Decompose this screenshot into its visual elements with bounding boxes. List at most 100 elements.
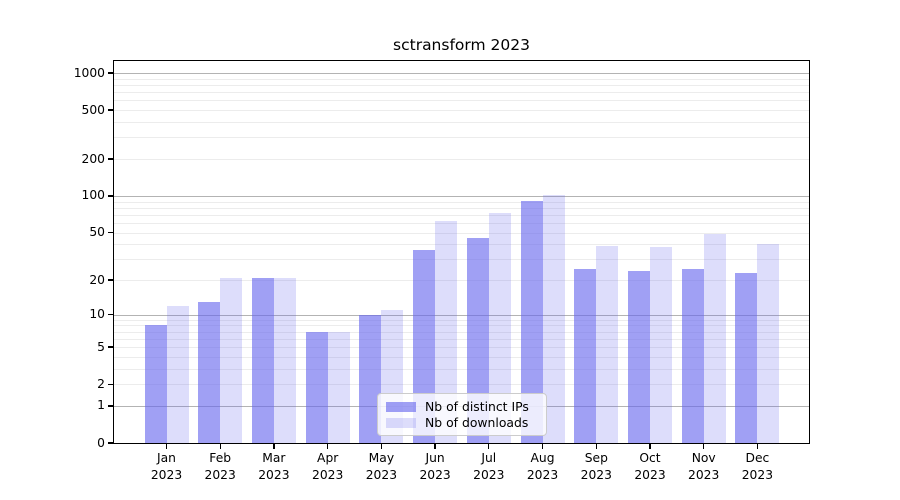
x-axis-tick-label-jan: Jan 2023 [135,450,199,484]
bar-nb-of-downloads-jun [435,221,458,443]
x-label-year: 2023 [634,468,666,482]
y-axis-tick-50 [108,231,113,234]
bar-nb-of-distinct-ips-nov [681,268,704,443]
x-label-month: Jan [157,451,176,465]
x-axis-tick-jul [488,444,490,449]
bar-nb-of-downloads-jul [488,213,511,443]
y-axis-tick-2 [108,383,113,385]
gridline-minor-4 [113,356,810,358]
x-axis-tick-feb [219,444,221,449]
x-axis-tick-jun [434,444,436,449]
bar-nb-of-distinct-ips-aug [520,200,543,443]
y-axis-tick-label-500: 500 [81,102,105,117]
x-axis-tick-nov [703,444,705,449]
gridline-minor-60 [113,222,810,224]
bar-nb-of-downloads-aug [542,194,565,443]
x-label-year: 2023 [204,468,236,482]
y-axis-tick-20 [108,279,113,281]
legend-swatch-icon [386,417,416,429]
y-axis-tick-100 [108,195,113,197]
bar-nb-of-distinct-ips-mar [251,277,274,443]
y-axis-tick-label-1000: 1000 [73,65,105,80]
x-axis-tick-label-dec: Dec 2023 [725,450,789,484]
x-label-year: 2023 [419,468,451,482]
x-axis-tick-label-jun: Jun 2023 [403,450,467,484]
gridline-minor-80 [113,207,810,209]
y-axis-tick-5 [108,346,113,348]
x-axis-tick-label-feb: Feb 2023 [188,450,252,484]
x-label-month: Mar [262,451,286,465]
y-axis-tick-label-2: 2 [97,376,105,391]
x-label-year: 2023 [741,468,774,482]
gridline-minor-50 [113,232,810,234]
gridline-minor-6 [113,338,810,340]
gridline-minor-9 [113,319,810,321]
x-label-month: Sep [584,451,608,465]
plot-area [113,60,810,444]
gridline-minor-7 [113,331,810,333]
x-label-month: Dec [745,451,770,465]
legend: Nb of distinct IPs Nb of downloads [377,393,547,436]
bar-nb-of-downloads-oct [650,246,672,443]
bar-nb-of-distinct-ips-may [359,314,382,443]
bar-nb-of-distinct-ips-jan [144,325,167,443]
gridline-minor-3 [113,368,810,370]
x-label-month: May [368,451,395,465]
legend-label: Nb of downloads [425,415,529,430]
x-axis-tick-sep [595,444,597,449]
x-label-year: 2023 [312,468,344,482]
y-axis-tick-0 [108,442,113,444]
x-label-year: 2023 [473,468,505,482]
bar-nb-of-distinct-ips-oct [628,270,650,443]
x-axis-tick-jan [165,444,168,449]
x-label-month: Aug [530,451,555,465]
x-axis-tick-label-aug: Aug 2023 [511,450,575,484]
x-label-year: 2023 [580,468,612,482]
gridline-minor-30 [113,259,810,261]
bar-nb-of-distinct-ips-dec [735,272,758,443]
y-axis-tick-label-20: 20 [89,272,105,287]
x-label-month: Jun [425,451,445,465]
gridline-major-10 [113,314,810,316]
y-axis-tick-10 [108,313,113,316]
y-axis-tick-label-50: 50 [89,225,105,239]
bar-nb-of-downloads-nov [703,233,726,443]
x-label-month: Apr [317,451,339,465]
gridline-minor-900 [113,78,810,80]
x-label-month: Nov [691,451,716,465]
bar-nb-of-downloads-feb [220,277,243,443]
gridline-minor-500 [113,110,810,112]
legend-row-distinct-ips: Nb of distinct IPs [386,399,538,415]
y-axis-tick-label-100: 100 [81,188,105,203]
bar-nb-of-downloads-sep [596,245,619,443]
x-label-month: Oct [639,451,661,465]
x-label-month: Feb [209,451,232,465]
chart-title: sctransform 2023 [393,36,530,54]
y-axis-tick-500 [108,109,113,111]
bar-nb-of-distinct-ips-apr [305,331,328,443]
y-axis-tick-1000 [108,72,113,74]
bar-nb-of-downloads-dec [757,244,780,443]
gridline-minor-70 [113,214,810,216]
x-label-year: 2023 [526,468,559,482]
y-axis-tick-label-10: 10 [89,307,105,322]
x-axis-tick-label-apr: Apr 2023 [296,450,360,484]
gridline-minor-2 [113,384,810,386]
gridline-minor-800 [113,85,810,86]
x-axis-tick-label-sep: Sep 2023 [564,450,628,484]
x-axis-tick-may [380,444,383,449]
legend-row-downloads: Nb of downloads [386,415,538,431]
x-axis-tick-aug [541,444,544,449]
gridline-minor-200 [113,159,810,160]
bar-nb-of-distinct-ips-jul [466,238,489,443]
bar-nb-of-downloads-apr [327,331,350,443]
gridline-minor-600 [113,100,810,102]
x-axis-tick-oct [649,444,651,449]
x-axis-tick-mar [273,444,275,449]
x-label-year: 2023 [150,468,183,482]
x-axis-tick-label-jul: Jul 2023 [457,450,521,484]
gridline-major-100 [113,195,810,197]
y-axis-tick-label-1: 1 [97,398,105,413]
legend-swatch-icon [386,401,416,413]
x-axis-tick-label-nov: Nov 2023 [672,450,736,484]
